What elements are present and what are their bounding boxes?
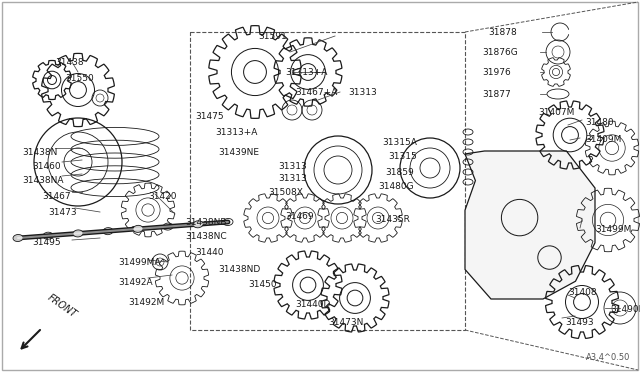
Text: 31435R: 31435R [375,215,410,224]
Text: 31591: 31591 [258,32,287,41]
Text: 31495: 31495 [32,238,61,247]
Text: 31469: 31469 [285,212,314,221]
Text: 31315: 31315 [388,152,417,161]
Text: 31475: 31475 [195,112,223,121]
Text: 31409M: 31409M [585,135,621,144]
Text: FRONT: FRONT [46,293,79,320]
Text: 31408: 31408 [568,288,596,297]
Text: A3.4^0.50: A3.4^0.50 [586,353,630,362]
Text: 31499MA: 31499MA [118,258,161,267]
Text: 31313+A: 31313+A [285,68,328,77]
Text: 31313: 31313 [278,174,307,183]
Ellipse shape [13,234,23,241]
Text: 31877: 31877 [482,90,511,99]
Text: 31450: 31450 [248,280,276,289]
Text: 31467+A: 31467+A [295,88,337,97]
Text: 31438NC: 31438NC [185,232,227,241]
Text: 31876G: 31876G [482,48,518,57]
Text: 31492A: 31492A [118,278,152,287]
Ellipse shape [193,221,203,228]
Text: 31492M: 31492M [128,298,164,307]
Text: 31438NB: 31438NB [185,218,227,227]
Text: 31440D: 31440D [295,300,330,309]
Bar [190,32,465,330]
Text: 31480G: 31480G [378,182,413,191]
Text: 31313+A: 31313+A [215,128,257,137]
Text: 31878: 31878 [488,28,516,37]
Text: 31315A: 31315A [382,138,417,147]
Text: 31460: 31460 [32,162,61,171]
Text: 31439NE: 31439NE [218,148,259,157]
Text: 31467: 31467 [42,192,70,201]
Text: 31508X: 31508X [268,188,303,197]
Text: 31490B: 31490B [610,305,640,314]
Text: 31438ND: 31438ND [218,265,260,274]
Polygon shape [465,151,595,299]
Text: 31550: 31550 [65,74,93,83]
Text: 31313: 31313 [348,88,377,97]
Text: 31438N: 31438N [22,148,58,157]
Ellipse shape [133,225,143,232]
Text: 31473: 31473 [48,208,77,217]
Text: 31859: 31859 [385,168,413,177]
Text: 31438NA: 31438NA [22,176,63,185]
Text: 31473N: 31473N [328,318,364,327]
Text: 31976: 31976 [482,68,511,77]
Text: 31438: 31438 [55,58,84,67]
Text: 31493: 31493 [565,318,594,327]
Text: 31499M: 31499M [595,225,632,234]
Text: 31313: 31313 [278,162,307,171]
Text: 31407M: 31407M [538,108,574,117]
Text: 31440: 31440 [195,248,223,257]
Text: 31420: 31420 [148,192,177,201]
Ellipse shape [73,230,83,237]
Text: 31480: 31480 [585,118,614,127]
